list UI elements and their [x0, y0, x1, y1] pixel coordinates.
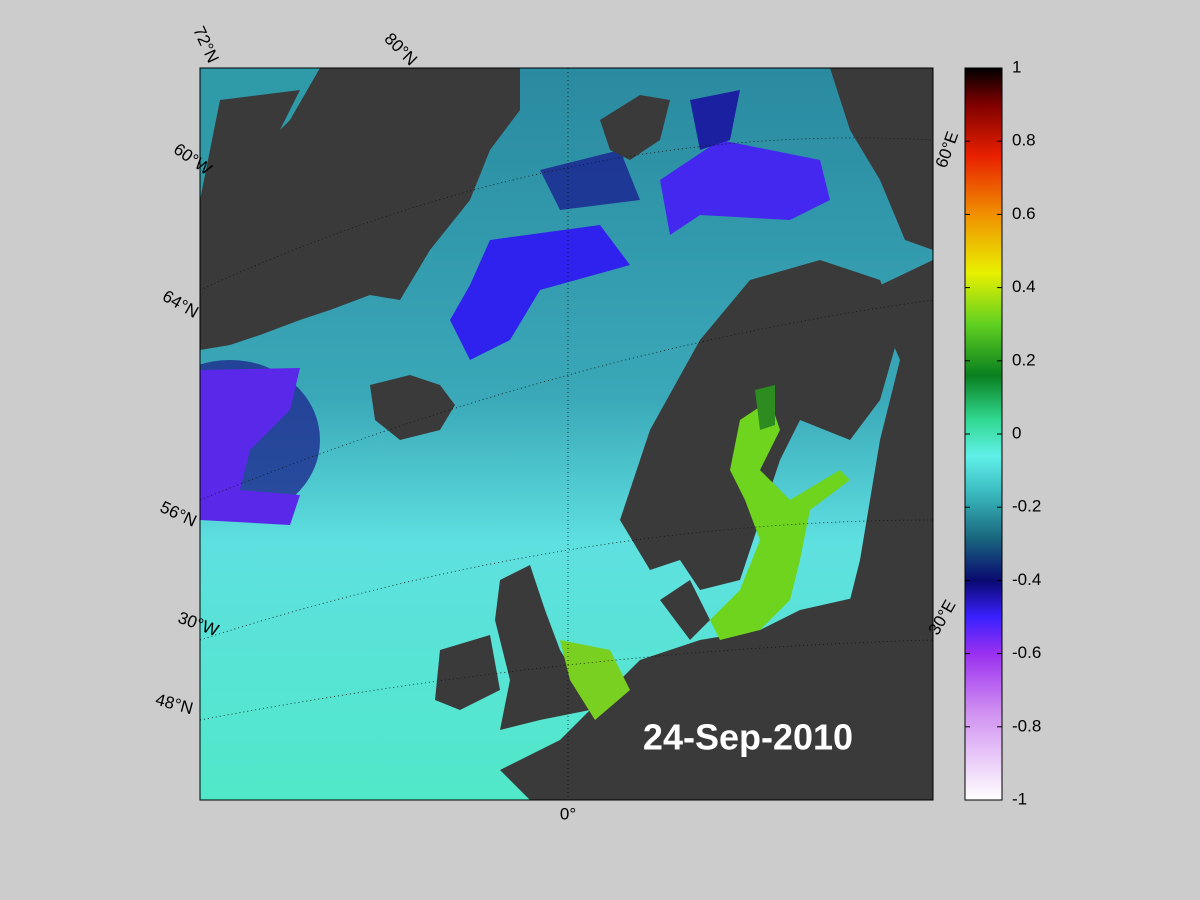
colorbar-tick-label: 0.4 [1012, 277, 1036, 296]
grid-label: 56°N [157, 497, 199, 530]
colorbar-tick-label: 1 [1012, 57, 1021, 76]
grid-label: 80°N [381, 29, 421, 69]
colorbar-tick-label: -0.8 [1012, 716, 1041, 735]
map-area [200, 68, 933, 800]
colorbar-tick-label: 0.6 [1012, 204, 1036, 223]
grid-label: 0° [560, 804, 576, 823]
map-frame [199, 67, 934, 801]
colorbar-tick-label: 0.2 [1012, 350, 1036, 369]
colorbar-tick-label: -1 [1012, 789, 1027, 808]
colorbar-tick-label: -0.4 [1012, 570, 1041, 589]
grid-label: 60°E [932, 129, 963, 170]
date-label: 24-Sep-2010 [643, 717, 853, 758]
grid-label: 64°N [159, 286, 201, 321]
colorbar [964, 67, 1003, 801]
colorbar-tick-label: 0.8 [1012, 131, 1036, 150]
colorbar-tick-label: -0.2 [1012, 497, 1041, 516]
grid-label: 48°N [153, 690, 195, 718]
colorbar-tick-label: -0.6 [1012, 643, 1041, 662]
grid-label: 72°N [189, 23, 222, 65]
colorbar-tick-label: 0 [1012, 423, 1021, 442]
